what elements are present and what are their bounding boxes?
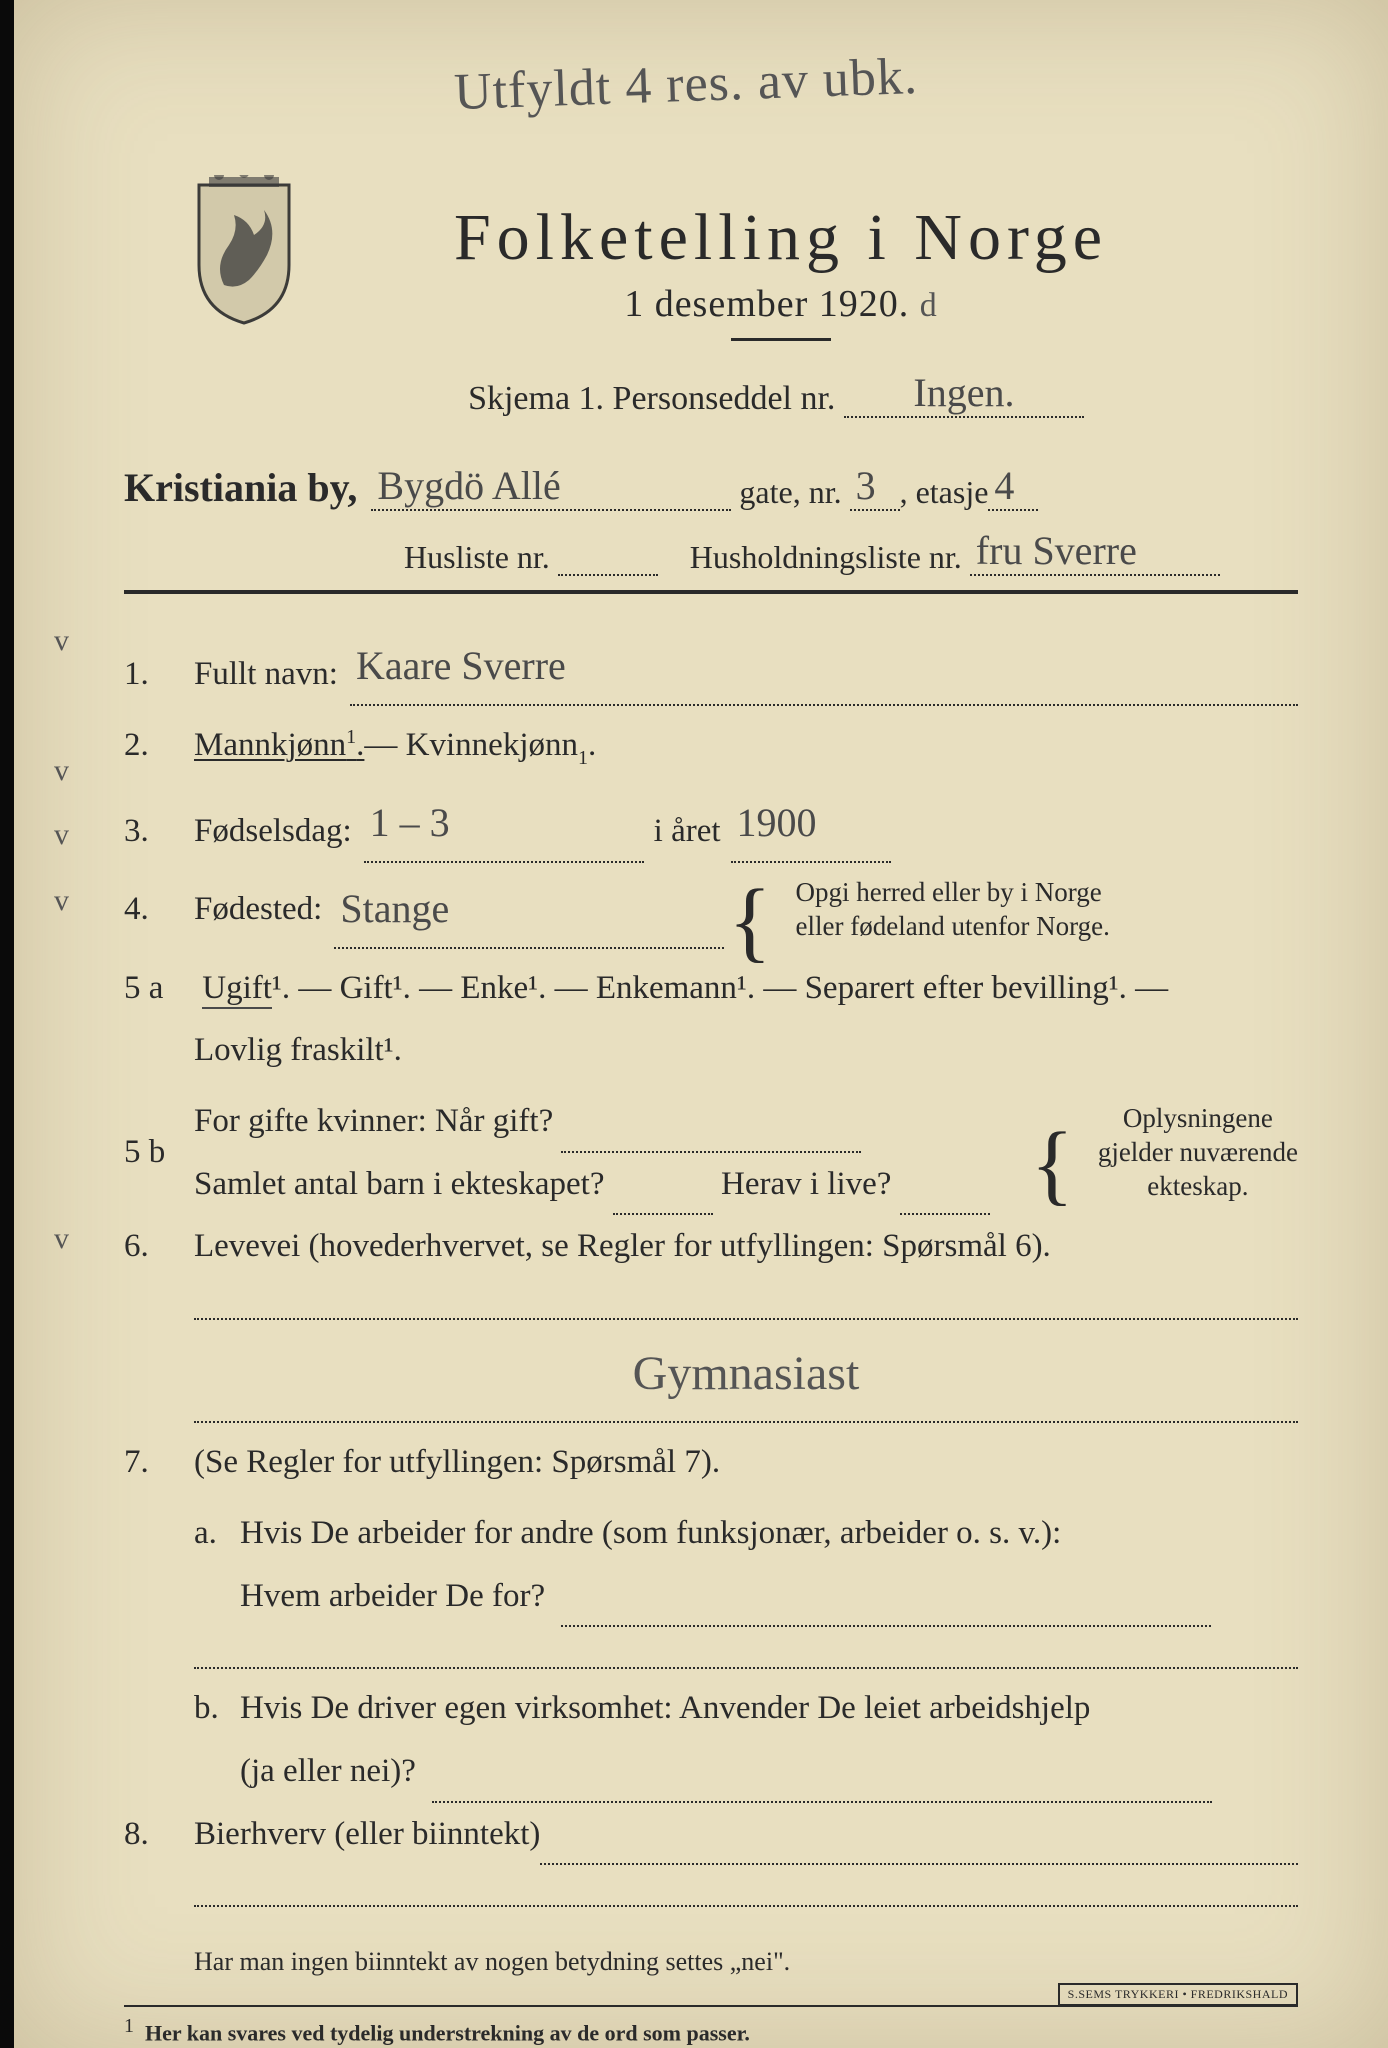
q4-row: 4. Fødested: Stange { Opgi herred eller … — [124, 871, 1298, 949]
census-form-page: Utfyldt 4 res. av ubk. Folketelling i No… — [0, 0, 1388, 2048]
q3-day: 1 – 3 — [370, 800, 450, 845]
gate-nr: 3 — [856, 463, 876, 508]
husliste-line: Husliste nr. Husholdningsliste nr. fru S… — [404, 527, 1298, 576]
husliste-label: Husliste nr. — [404, 539, 550, 575]
q5a-options: Ugift¹. — Gift¹. — Enke¹. — Enkemann¹. —… — [202, 970, 1168, 1009]
margin-check-icon: v — [54, 1210, 69, 1267]
questions-block: v 1. Fullt navn: Kaare Sverre 2. Mannkjø… — [124, 628, 1298, 1987]
main-title: Folketelling i Norge — [264, 200, 1298, 276]
address-row: Kristiania by, Bygdö Allé gate, nr. 3 , … — [124, 462, 1298, 511]
q7b: b.Hvis De driver egen virksomhet: Anvend… — [194, 1677, 1298, 1740]
hushold-value: fru Sverre — [976, 528, 1137, 573]
q2-row: 2. Mannkjønn1. — Kvinnekjønn1. — [124, 714, 1298, 777]
coat-of-arms-icon — [189, 175, 299, 325]
brace-icon: { — [728, 895, 771, 949]
date-line: 1 desember 1920. d — [264, 282, 1298, 326]
q7a-blank — [194, 1635, 1298, 1669]
q8-blank — [194, 1873, 1298, 1907]
margin-check-icon: v — [54, 872, 69, 929]
q7-row: 7. (Se Regler for utfyllingen: Spørsmål … — [124, 1431, 1298, 1494]
skjema-label: Skjema 1. Personseddel nr. — [468, 380, 835, 417]
q5b-note: Oplysningene gjelder nuværende ekteskap. — [1098, 1102, 1298, 1203]
top-handwritten-note: Utfyldt 4 res. av ubk. — [453, 47, 919, 122]
q5b-row: 5 b For gifte kvinner: Når gift? Samlet … — [194, 1090, 1298, 1215]
q4-value: Stange — [340, 886, 449, 931]
margin-check-icon: v — [54, 806, 69, 863]
title-rule — [731, 338, 831, 341]
skjema-line: Skjema 1. Personseddel nr. Ingen. — [254, 369, 1298, 418]
q2-mann: Mannkjønn1. — [194, 714, 364, 777]
q6-value: Gymnasiast — [194, 1328, 1298, 1423]
hushold-label: Husholdningsliste nr. — [690, 539, 962, 575]
q5a-row: 5 a Ugift¹. — Gift¹. — Enke¹. — Enkemann… — [124, 957, 1298, 1082]
q1-row: 1. Fullt navn: Kaare Sverre — [124, 628, 1298, 706]
margin-check-icon: v — [54, 742, 69, 799]
q3-year: 1900 — [737, 800, 817, 845]
q7a: a.Hvis De arbeider for andre (som funksj… — [194, 1502, 1298, 1565]
brace-icon: { — [1031, 1138, 1074, 1192]
skjema-value: Ingen. — [913, 370, 1014, 415]
gate-label: gate, nr. — [739, 474, 841, 511]
etasje-label: , etasje — [900, 474, 989, 511]
street-value: Bygdö Allé — [377, 463, 560, 508]
printer-mark: S.SEMS TRYKKERI • FREDRIKSHALD — [1058, 1983, 1298, 2006]
margin-check-icon: v — [54, 612, 69, 669]
q4-note: Opgi herred eller by i Norge eller fødel… — [796, 876, 1110, 944]
footnote: 1 Her kan svares ved tydelig understrekn… — [124, 2015, 1298, 2046]
etasje-nr: 4 — [994, 463, 1014, 508]
city-label: Kristiania by, — [124, 464, 357, 511]
divider-heavy — [124, 590, 1298, 594]
q1-value: Kaare Sverre — [356, 643, 566, 688]
q6-blank-line — [194, 1286, 1298, 1320]
title-block: Folketelling i Norge 1 desember 1920. d — [264, 200, 1298, 341]
bottom-note: Har man ingen biinntekt av nogen betydni… — [194, 1937, 1298, 1986]
q3-row: 3. Fødselsdag: 1 – 3 i året 1900 — [124, 785, 1298, 863]
q8-row: 8. Bierhverv (eller biinntekt) — [124, 1803, 1298, 1866]
q6-row: 6. Levevei (hovederhvervet, se Regler fo… — [124, 1215, 1298, 1278]
